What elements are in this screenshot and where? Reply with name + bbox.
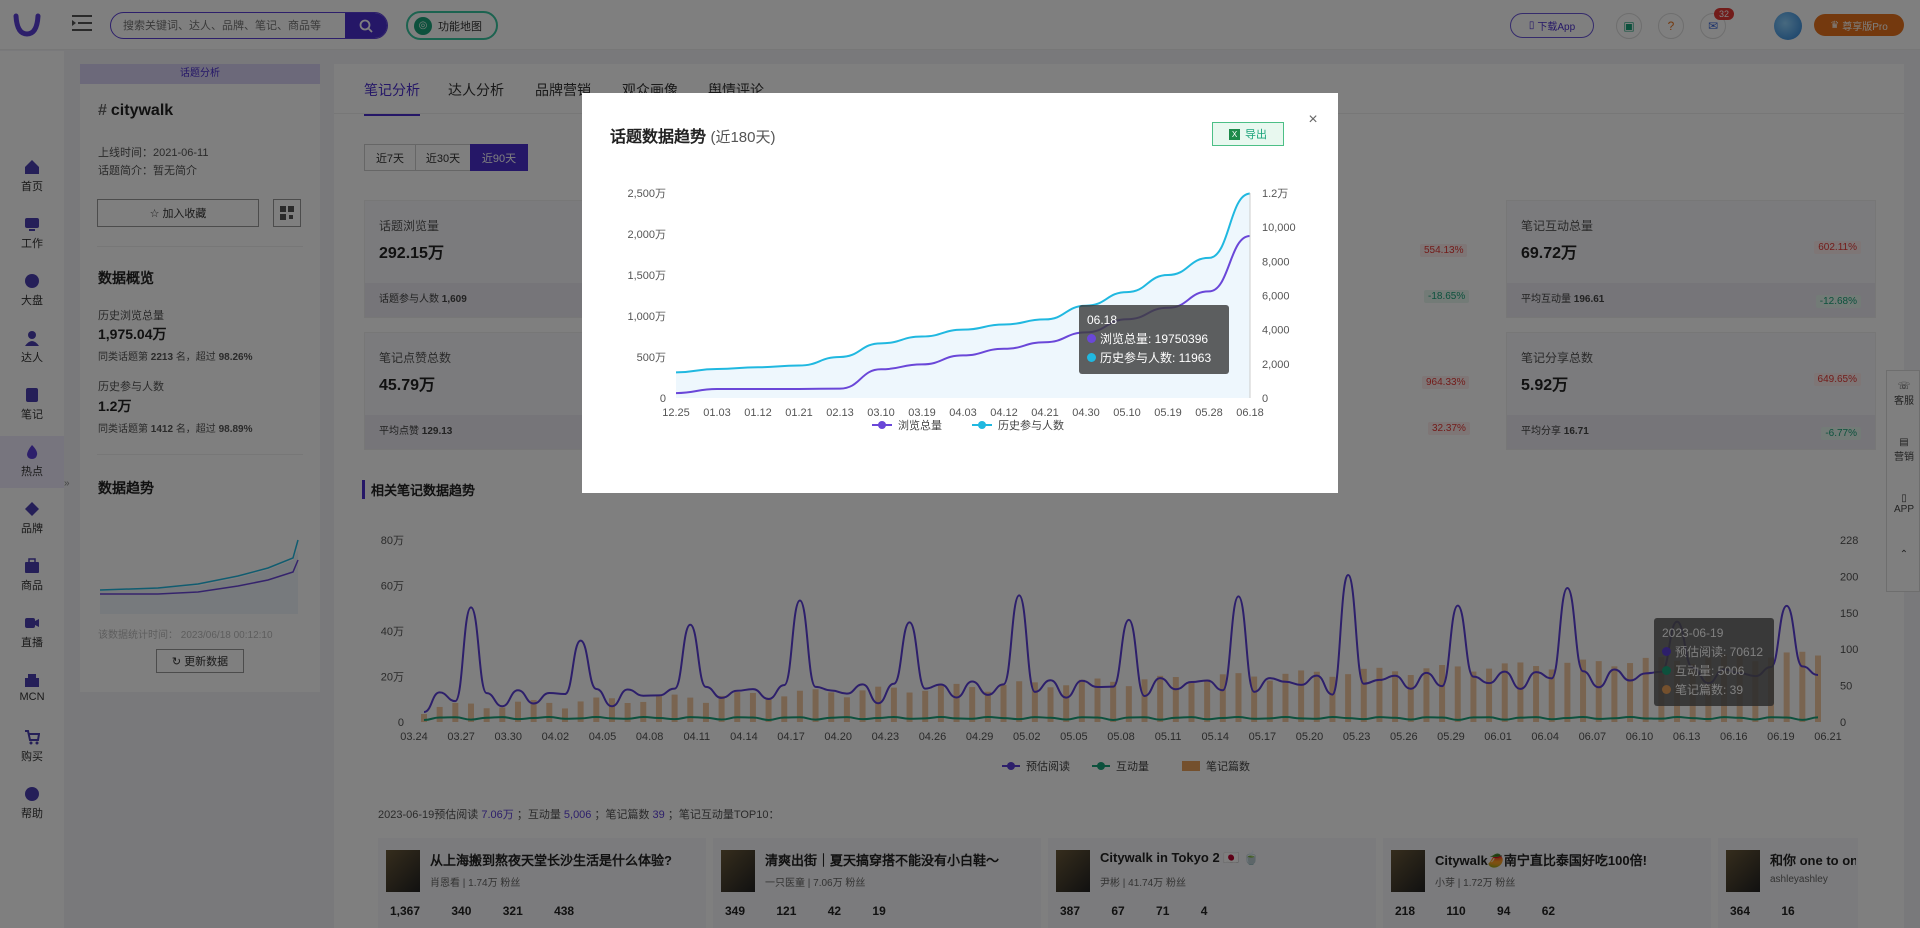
- x-tick: 01.21: [785, 407, 813, 419]
- tooltip-value: 历史参与人数: 11963: [1100, 351, 1212, 365]
- x-tick: 04.21: [1031, 407, 1059, 419]
- topic-trend-modal: 话题数据趋势 (近180天) X 导出 × 0 500万 1,000万 1,500万 2,…: [582, 93, 1338, 493]
- export-label: 导出: [1245, 129, 1267, 141]
- x-tick: 01.12: [744, 407, 772, 419]
- tooltip-row: 浏览总量: 19750396: [1087, 330, 1221, 349]
- y-left-tick: 2,500万: [627, 188, 666, 200]
- x-tick: 01.03: [703, 407, 731, 419]
- modal-title: 话题数据趋势 (近180天): [610, 123, 776, 147]
- x-tick: 05.10: [1113, 407, 1141, 419]
- chart-grid: 0 500万 1,000万 1,500万 2,000万 2,500万 0 2,000 4,000…: [627, 188, 1295, 419]
- x-tick: 04.03: [949, 407, 977, 419]
- y-left-tick: 500万: [637, 352, 666, 364]
- export-button[interactable]: X 导出: [1212, 122, 1284, 146]
- tooltip-row: 历史参与人数: 11963: [1087, 349, 1221, 368]
- y-right-tick: 4,000: [1262, 325, 1290, 337]
- x-tick: 04.30: [1072, 407, 1100, 419]
- legend-label: 历史参与人数: [998, 418, 1064, 432]
- y-left-tick: 0: [660, 393, 666, 405]
- legend-dot: [878, 421, 886, 429]
- views-dot-icon: [1087, 334, 1096, 343]
- y-right-tick: 2,000: [1262, 359, 1290, 371]
- modal-title-text: 话题数据趋势: [610, 129, 707, 146]
- x-tick: 03.10: [867, 407, 895, 419]
- tooltip-date: 06.18: [1087, 313, 1118, 327]
- x-tick: 03.19: [908, 407, 936, 419]
- y-left-tick: 1,500万: [627, 270, 666, 282]
- y-right-tick: 6,000: [1262, 291, 1290, 303]
- chart-tooltip: 06.18 浏览总量: 19750396 历史参与人数: 11963: [1079, 305, 1229, 374]
- y-left-tick: 1,000万: [627, 311, 666, 323]
- legend-label: 浏览总量: [898, 418, 942, 432]
- tooltip-value: 浏览总量: 19750396: [1100, 332, 1209, 346]
- x-tick: 12.25: [662, 407, 690, 419]
- y-left-tick: 2,000万: [627, 229, 666, 241]
- x-tick: 05.28: [1195, 407, 1223, 419]
- x-tick: 04.12: [990, 407, 1018, 419]
- y-right-tick: 1.2万: [1262, 188, 1288, 200]
- x-tick: 05.19: [1154, 407, 1182, 419]
- y-right-tick: 10,000: [1262, 222, 1296, 234]
- x-tick: 06.18: [1236, 407, 1264, 419]
- series-people-line: [675, 192, 1251, 374]
- chart-legend: 浏览总量 历史参与人数: [872, 418, 1064, 432]
- close-icon[interactable]: ×: [1308, 111, 1318, 128]
- modal-subtitle: (近180天): [710, 129, 776, 146]
- excel-icon: X: [1229, 128, 1240, 140]
- y-right-tick: 8,000: [1262, 256, 1290, 268]
- x-tick: 02.13: [826, 407, 854, 419]
- y-right-tick: 0: [1262, 393, 1268, 405]
- legend-dot: [978, 421, 986, 429]
- people-dot-icon: [1087, 353, 1096, 362]
